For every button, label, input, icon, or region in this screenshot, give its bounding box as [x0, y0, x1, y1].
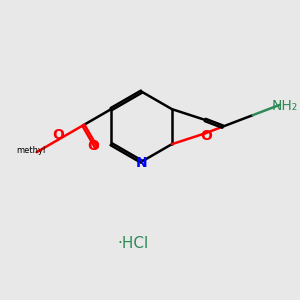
Text: ·HCl: ·HCl — [117, 236, 148, 251]
Text: N: N — [136, 156, 147, 170]
Text: methyl: methyl — [16, 146, 45, 155]
Text: O: O — [88, 140, 100, 154]
Text: O: O — [201, 129, 213, 143]
Text: NH₂: NH₂ — [271, 99, 298, 113]
Text: O: O — [52, 128, 64, 142]
